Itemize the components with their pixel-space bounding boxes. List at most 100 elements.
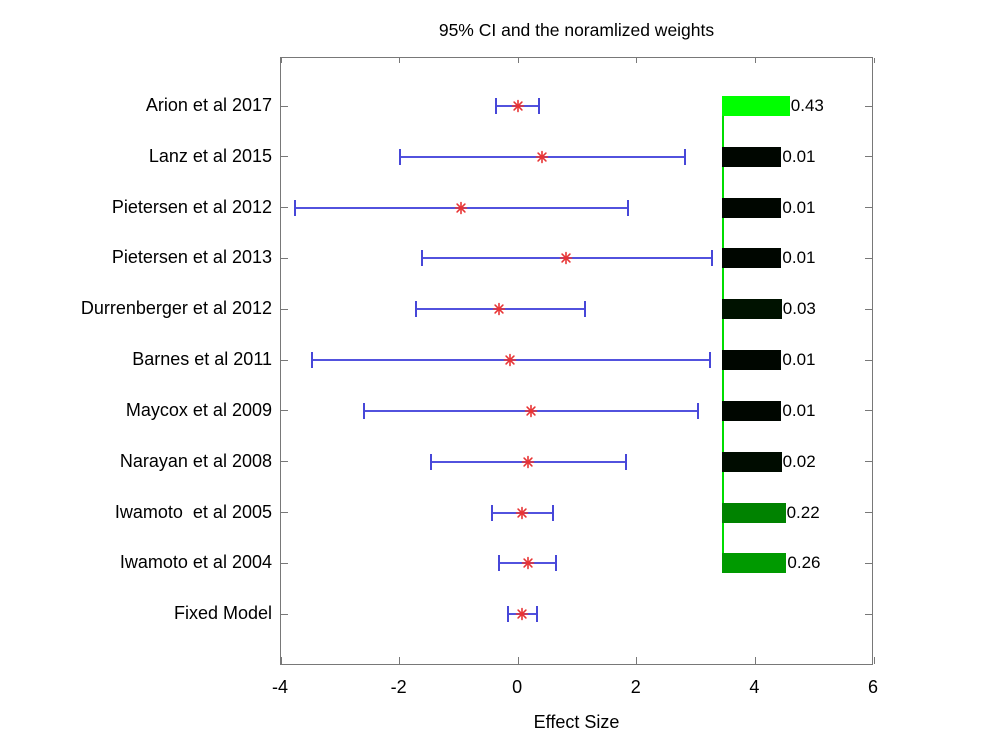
ci-cap-left [420, 250, 423, 267]
y-axis-tick [281, 257, 288, 259]
y-axis-tick [281, 207, 288, 209]
study-label: Iwamoto et al 2005 [114, 501, 272, 522]
effect-marker-asterisk [503, 353, 517, 367]
weight-bar [722, 350, 782, 371]
chart-title: 95% CI and the noramlized weights [438, 20, 715, 40]
ci-cap-right [537, 98, 540, 114]
study-label: Pietersen et al 2012 [111, 196, 272, 217]
effect-marker-asterisk [515, 506, 529, 520]
ci-cap-left [491, 504, 494, 521]
ci-cap-left [507, 606, 510, 623]
weight-value-label: 0.02 [782, 451, 816, 471]
effect-marker-asterisk [511, 99, 525, 113]
ci-cap-left [398, 148, 401, 165]
ci-cap-right [684, 148, 687, 165]
study-label: Narayan et al 2008 [119, 450, 272, 471]
study-label: Maycox et al 2009 [125, 399, 272, 420]
y-axis-tick-right [865, 308, 872, 310]
x-tick-label: 6 [867, 677, 878, 697]
x-axis-tick-top [280, 58, 282, 63]
y-axis-tick [281, 410, 288, 412]
study-label: Fixed Model [173, 603, 272, 624]
weight-value-label: 0.01 [782, 146, 816, 166]
study-label: Barnes et al 2011 [132, 349, 272, 370]
y-axis-tick [281, 562, 288, 564]
effect-marker-asterisk [515, 607, 529, 621]
y-axis-tick-right [865, 613, 872, 615]
x-tick-label: 2 [630, 677, 641, 697]
x-axis-tick-top [873, 58, 875, 63]
plot-area: 0.43 0.01 0.01 0.01 0.03 0.01 0.01 0.02 0.22 0.26 [280, 57, 875, 665]
weight-value-label: 0.43 [790, 96, 824, 115]
effect-marker-asterisk [521, 556, 535, 570]
x-axis-tick-top [399, 58, 401, 63]
x-axis-tick [517, 657, 519, 664]
x-tick-label: 4 [749, 677, 760, 697]
weight-bar [722, 451, 782, 472]
y-axis-tick-right [865, 410, 872, 412]
weight-value-label: 0.01 [782, 400, 816, 420]
weight-bar [722, 146, 782, 167]
x-axis-tick [873, 657, 875, 664]
weight-bar [722, 400, 782, 421]
y-axis-tick [281, 359, 288, 361]
weight-value-label: 0.01 [782, 350, 816, 370]
weight-bar [722, 553, 787, 574]
effect-marker-asterisk [559, 251, 573, 265]
ci-cap-right [535, 606, 538, 623]
y-axis-tick-right [865, 562, 872, 564]
weight-value-label: 0.22 [786, 502, 820, 522]
ci-cap-right [552, 504, 555, 521]
weight-bar [722, 197, 782, 218]
ci-cap-left [498, 555, 501, 572]
effect-marker-asterisk [492, 302, 506, 316]
x-axis-label: Effect Size [533, 712, 620, 732]
ci-cap-left [311, 352, 314, 369]
ci-cap-right [626, 199, 629, 216]
y-axis-tick [281, 105, 288, 107]
weight-bar-baseline [721, 96, 724, 574]
x-axis-tick [280, 657, 282, 664]
effect-marker-asterisk [454, 201, 468, 215]
ci-cap-left [415, 301, 418, 318]
y-axis-tick [281, 613, 288, 615]
ci-cap-left [363, 402, 366, 419]
weight-value-label: 0.03 [782, 299, 816, 319]
study-label: Iwamoto et al 2004 [119, 552, 272, 573]
y-axis-tick [281, 512, 288, 514]
study-label: Arion et al 2017 [145, 95, 272, 115]
y-axis-tick-right [865, 512, 872, 514]
weight-bar [722, 299, 782, 320]
weight-bar [722, 502, 786, 523]
ci-cap-right [624, 453, 627, 470]
effect-marker-asterisk [521, 455, 535, 469]
y-axis-tick [281, 308, 288, 310]
y-axis-tick-right [865, 359, 872, 361]
ci-cap-right [584, 301, 587, 318]
weight-value-label: 0.01 [782, 197, 816, 217]
x-tick-label: 0 [512, 677, 523, 697]
study-label: Durrenberger et al 2012 [80, 298, 272, 319]
ci-cap-left [494, 98, 497, 114]
y-axis-tick-right [865, 105, 872, 107]
ci-cap-right [555, 555, 558, 572]
x-tick-label: -2 [390, 677, 407, 697]
y-axis-tick [281, 156, 288, 158]
ci-cap-left [430, 453, 433, 470]
ci-cap-left [294, 199, 297, 216]
y-axis-tick [281, 461, 288, 463]
y-axis-tick-right [865, 207, 872, 209]
effect-marker-asterisk [535, 150, 549, 164]
y-axis-tick-right [865, 156, 872, 158]
x-tick-label: -4 [271, 677, 288, 697]
y-axis-tick-right [865, 461, 872, 463]
y-axis-tick-right [865, 257, 872, 259]
ci-cap-right [708, 352, 711, 369]
x-axis-tick [399, 657, 401, 664]
x-axis-tick [754, 657, 756, 664]
effect-marker-asterisk [524, 404, 538, 418]
ci-cap-right [697, 402, 700, 419]
weight-value-label: 0.26 [787, 553, 821, 573]
x-axis-tick-top [517, 58, 519, 63]
